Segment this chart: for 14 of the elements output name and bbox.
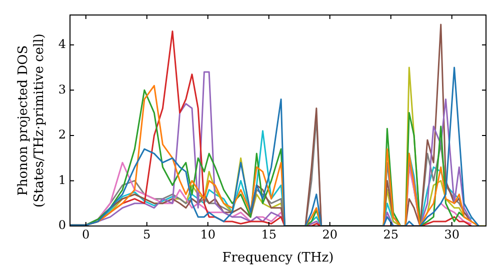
- x-tick-label: 10: [200, 227, 216, 242]
- x-tick-label: 0: [82, 227, 90, 242]
- y-tick-label: 3: [58, 82, 66, 96]
- x-axis-title: Frequency (THz): [222, 250, 334, 266]
- y-tick-label: 0: [58, 218, 66, 232]
- y-axis-title: Phonon projected DOS (States/THz·primitive cell): [16, 33, 47, 208]
- x-tick-label: 5: [143, 227, 151, 242]
- y-tick-label: 2: [58, 128, 66, 142]
- x-tick-label: 15: [261, 227, 276, 242]
- x-tick-label: 25: [383, 227, 398, 242]
- x-tick-label: 30: [444, 227, 460, 242]
- x-tick-label: 20: [322, 227, 338, 242]
- y-tick-label: 4: [58, 37, 66, 52]
- y-tick-label: 1: [58, 172, 66, 187]
